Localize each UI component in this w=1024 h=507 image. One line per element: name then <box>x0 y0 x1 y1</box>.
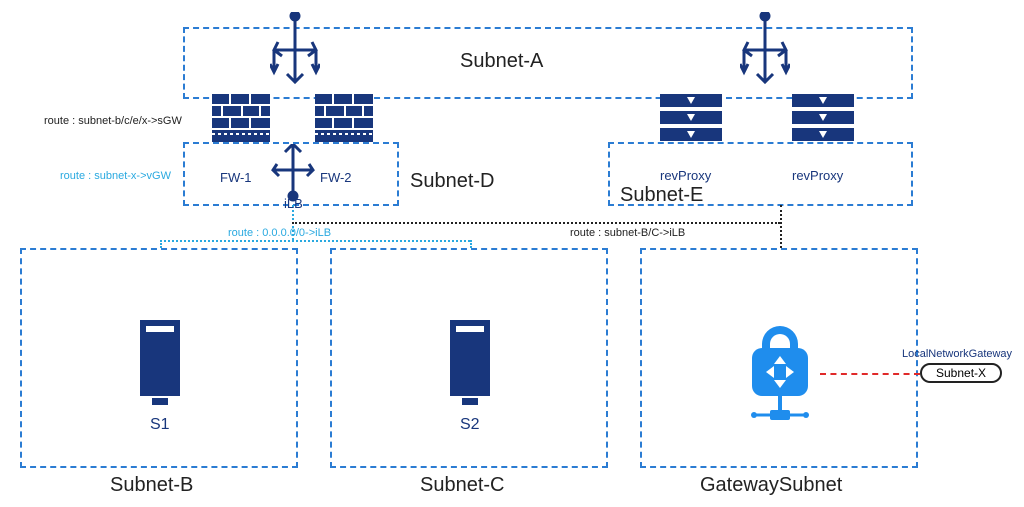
revproxy-1-label: revProxy <box>660 168 711 183</box>
subnet-gateway-label: GatewaySubnet <box>700 474 842 497</box>
firewall-2-label: FW-2 <box>320 170 352 185</box>
subnet-b-label: Subnet-B <box>110 474 193 497</box>
subnet-c-label: Subnet-C <box>420 474 505 497</box>
load-balancer-a-right-icon <box>740 12 790 95</box>
route-ilb-default-label: route : 0.0.0.0/0->iLB <box>228 227 331 239</box>
vpn-gateway-icon <box>740 318 820 433</box>
subnet-x-pill: Subnet-X <box>920 363 1002 383</box>
line-gateway-to-lng <box>820 373 920 375</box>
revproxy-2-icon <box>792 94 854 147</box>
subnet-d-label: Subnet-D <box>410 170 495 193</box>
server-s2-label: S2 <box>460 416 480 434</box>
revproxy-2-label: revProxy <box>792 168 843 183</box>
firewall-1-label: FW-1 <box>220 170 252 185</box>
line-ilb-to-c <box>470 240 472 248</box>
route-vgw-label: route : subnet-x->vGW <box>60 170 171 182</box>
line-ilb-to-b <box>160 240 162 248</box>
revproxy-1-icon <box>660 94 722 147</box>
server-s1-icon <box>140 320 180 410</box>
line-ilb-branch <box>160 240 470 242</box>
line-e-down <box>780 205 782 248</box>
load-balancer-a-left-icon <box>270 12 320 95</box>
lng-label: LocalNetworkGateway <box>902 348 1012 360</box>
subnet-x-label: Subnet-X <box>936 366 986 380</box>
firewall-1-icon <box>212 94 270 147</box>
route-ilb-bc-label: route : subnet-B/C->iLB <box>570 227 685 239</box>
firewall-2-icon <box>315 94 373 147</box>
server-s2-icon <box>450 320 490 410</box>
route-sgw-label: route : subnet-b/c/e/x->sGW <box>44 115 182 127</box>
subnet-e-label: Subnet-E <box>620 184 703 207</box>
subnet-a-label: Subnet-A <box>460 50 543 73</box>
line-e-across <box>292 222 780 224</box>
server-s1-label: S1 <box>150 416 170 434</box>
